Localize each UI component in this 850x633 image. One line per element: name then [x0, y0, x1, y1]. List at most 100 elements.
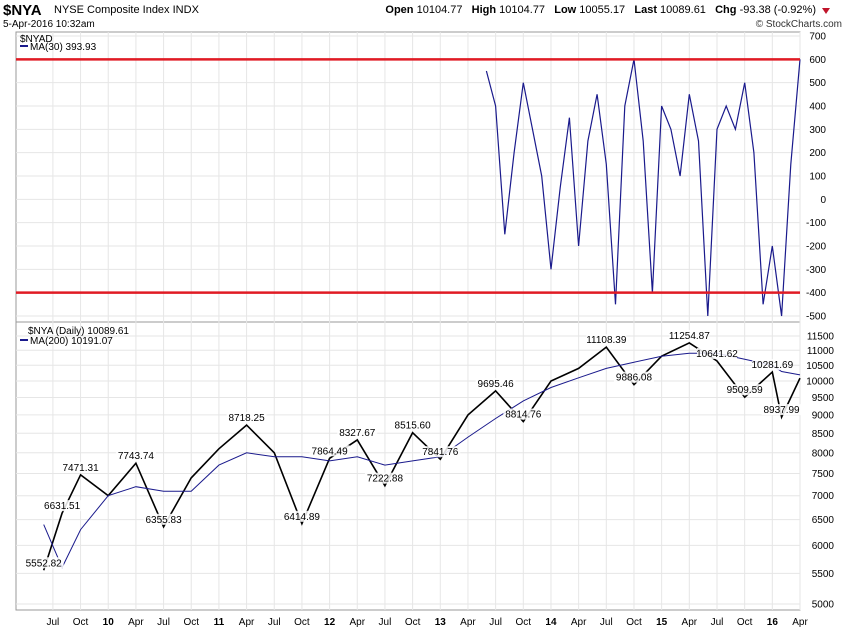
x-tick-label: Oct: [626, 617, 642, 628]
x-tick-label: Apr: [239, 617, 255, 628]
price-annotation: 7222.88: [367, 474, 404, 485]
price-annotation: 7743.74: [118, 451, 155, 462]
open-value: 10104.77: [416, 4, 463, 16]
x-tick-label: 16: [767, 617, 779, 628]
annotation-bg: [60, 461, 101, 473]
price-y-tick-label: 10500: [806, 361, 834, 372]
x-tick-label: 10: [103, 617, 115, 628]
indicator-y-tick-label: 0: [820, 195, 826, 206]
x-tick-label: Oct: [183, 617, 199, 628]
indicator-legend-title: $NYAD: [20, 34, 53, 45]
indicator-y-tick-label: 700: [809, 32, 826, 43]
annotation-bg: [669, 329, 710, 341]
price-annotation: 6355.83: [145, 515, 182, 526]
price-y-tick-label: 6500: [812, 515, 835, 526]
price-annotation: 8515.60: [395, 421, 432, 432]
price-annotation: 9886.08: [616, 373, 653, 384]
price-annotation: 6414.89: [284, 512, 321, 523]
annotation-bg: [613, 371, 654, 383]
price-y-tick-label: 10000: [806, 376, 834, 387]
price-annotation: 6631.51: [44, 501, 81, 512]
annotation-bg: [724, 384, 765, 396]
x-tick-label: Apr: [349, 617, 365, 628]
x-tick-label: Jul: [268, 617, 281, 628]
price-annotation: 8814.76: [505, 410, 542, 421]
x-tick-label: Oct: [516, 617, 532, 628]
price-y-tick-label: 11000: [807, 346, 835, 357]
x-tick-label: 13: [435, 617, 447, 628]
x-tick-label: Jul: [157, 617, 170, 628]
last-value: 10089.61: [660, 4, 706, 16]
open-label: Open: [385, 4, 414, 16]
x-tick-label: Apr: [128, 617, 144, 628]
price-y-tick-label: 11500: [807, 332, 835, 343]
annotation-bg: [309, 445, 350, 457]
price-y-tick-label: 8000: [812, 448, 835, 459]
x-tick-label: 14: [545, 617, 557, 628]
price-annotation: 11254.87: [669, 331, 710, 342]
annotation-bg: [475, 377, 516, 389]
quote-line: Open 10104.77 High 10104.77 Low 10055.17…: [385, 4, 816, 16]
x-tick-label: Apr: [792, 617, 808, 628]
indicator-y-tick-label: 300: [809, 125, 826, 136]
x-tick-label: Apr: [682, 617, 698, 628]
price-annotation: 11108.39: [586, 335, 627, 346]
indicator-y-tick-label: 100: [809, 172, 826, 183]
annotation-bg: [364, 472, 405, 484]
high-value: 10104.77: [499, 4, 546, 16]
price-y-tick-label: 6000: [812, 541, 835, 552]
price-annotation: 9509.59: [727, 385, 764, 396]
price-annotation: 7864.49: [312, 446, 349, 457]
indicator-y-tick-label: 600: [809, 55, 826, 66]
chg-value: -93.38 (-0.92%): [739, 4, 816, 16]
x-tick-label: Apr: [571, 617, 587, 628]
annotation-bg: [761, 404, 802, 416]
brand: © StockCharts.com: [755, 19, 842, 30]
price-y-tick-label: 5000: [812, 600, 835, 611]
price-y-tick-label: 8500: [812, 429, 835, 440]
price-y-tick-label: 9500: [812, 393, 835, 404]
x-tick-label: 15: [656, 617, 668, 628]
chg-label: Chg: [715, 4, 737, 16]
annotation-bg: [23, 557, 64, 569]
low-label: Low: [554, 4, 577, 16]
annotation-bg: [281, 510, 322, 522]
x-tick-label: 12: [324, 617, 336, 628]
price-y-tick-label: 5500: [812, 569, 835, 580]
datetime: 5-Apr-2016 10:32am: [3, 19, 95, 30]
price-annotation: 7841.76: [422, 447, 459, 458]
annotation-bg: [392, 419, 433, 431]
x-tick-label: Jul: [46, 617, 59, 628]
x-tick-label: Jul: [711, 617, 724, 628]
index-name: NYSE Composite Index: [54, 4, 170, 16]
annotation-bg: [503, 408, 544, 420]
low-value: 10055.17: [579, 4, 626, 16]
indicator-y-tick-label: 200: [809, 148, 826, 159]
indicator-y-tick-label: 400: [809, 102, 826, 113]
price-annotation: 8718.25: [229, 413, 266, 424]
indicator-y-tick-label: 500: [809, 78, 826, 89]
nya-ma200-line: [43, 352, 801, 569]
price-legend-title: $NYA (Daily) 10089.61: [28, 326, 129, 337]
x-tick-label: 11: [214, 617, 225, 628]
x-tick-label: Oct: [73, 617, 89, 628]
annotation-bg: [752, 359, 793, 371]
indicator-y-tick-label: -300: [806, 265, 826, 276]
price-y-tick-label: 7000: [812, 491, 835, 502]
annotation-bg: [115, 450, 156, 462]
annotation-bg: [42, 500, 83, 512]
annotation-bg: [143, 513, 184, 525]
annotation-bg: [420, 446, 461, 458]
indicator-y-tick-label: -100: [806, 218, 826, 229]
annotation-bg: [696, 347, 737, 359]
high-label: High: [471, 4, 497, 16]
price-annotation: 8327.67: [339, 428, 376, 439]
x-tick-label: Jul: [600, 617, 613, 628]
annotation-bg: [226, 412, 267, 424]
price-annotation: 10641.62: [696, 349, 738, 360]
indicator-y-tick-label: -400: [806, 288, 826, 299]
x-tick-label: Oct: [737, 617, 753, 628]
price-y-tick-label: 9000: [812, 410, 835, 421]
